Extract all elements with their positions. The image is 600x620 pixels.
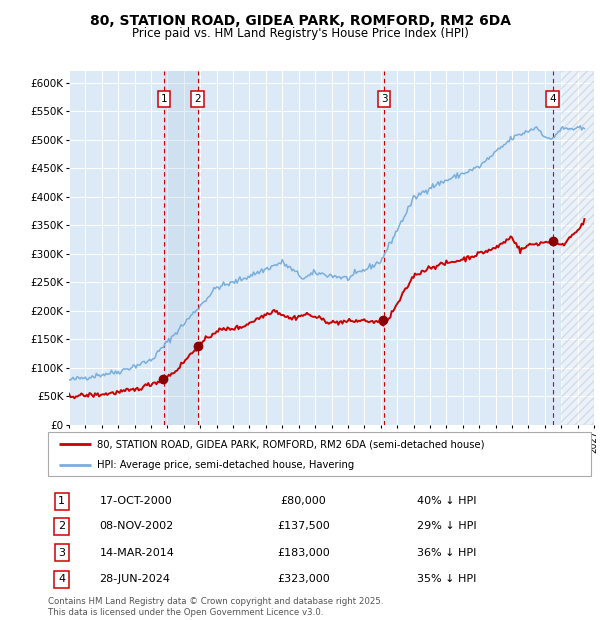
Text: HPI: Average price, semi-detached house, Havering: HPI: Average price, semi-detached house,…	[97, 460, 354, 470]
Text: 17-OCT-2000: 17-OCT-2000	[100, 496, 172, 506]
Text: 80, STATION ROAD, GIDEA PARK, ROMFORD, RM2 6DA (semi-detached house): 80, STATION ROAD, GIDEA PARK, ROMFORD, R…	[97, 439, 484, 449]
Text: Price paid vs. HM Land Registry's House Price Index (HPI): Price paid vs. HM Land Registry's House …	[131, 27, 469, 40]
Text: £137,500: £137,500	[277, 521, 329, 531]
Text: 28-JUN-2024: 28-JUN-2024	[100, 574, 170, 584]
Text: 3: 3	[380, 94, 388, 104]
Text: 80, STATION ROAD, GIDEA PARK, ROMFORD, RM2 6DA: 80, STATION ROAD, GIDEA PARK, ROMFORD, R…	[89, 14, 511, 28]
Text: 29% ↓ HPI: 29% ↓ HPI	[417, 521, 477, 531]
Bar	[561, 71, 594, 425]
Text: 14-MAR-2014: 14-MAR-2014	[100, 547, 175, 558]
Bar	[164, 71, 198, 425]
Text: 4: 4	[550, 94, 556, 104]
Text: 36% ↓ HPI: 36% ↓ HPI	[417, 547, 476, 558]
Text: 2: 2	[194, 94, 201, 104]
Text: 08-NOV-2002: 08-NOV-2002	[100, 521, 174, 531]
Text: 40% ↓ HPI: 40% ↓ HPI	[417, 496, 477, 506]
Text: 1: 1	[58, 496, 65, 506]
Text: 35% ↓ HPI: 35% ↓ HPI	[417, 574, 476, 584]
Text: £323,000: £323,000	[277, 574, 329, 584]
Text: Contains HM Land Registry data © Crown copyright and database right 2025.
This d: Contains HM Land Registry data © Crown c…	[48, 598, 383, 617]
Text: £80,000: £80,000	[280, 496, 326, 506]
Text: £183,000: £183,000	[277, 547, 329, 558]
Text: 2: 2	[58, 521, 65, 531]
Text: 3: 3	[58, 547, 65, 558]
Text: 1: 1	[161, 94, 167, 104]
Text: 4: 4	[58, 574, 65, 584]
